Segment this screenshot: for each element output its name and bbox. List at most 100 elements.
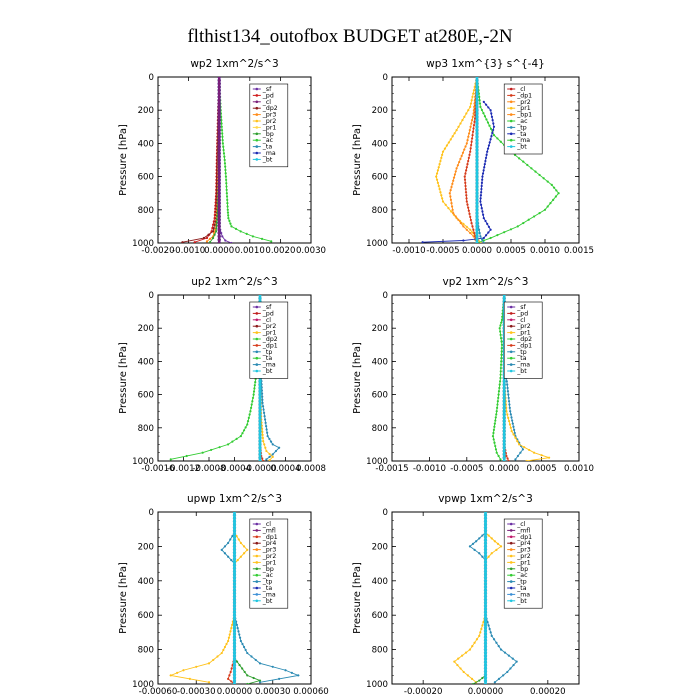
data-point (220, 119, 223, 122)
data-point (522, 221, 525, 225)
data-point (232, 541, 237, 545)
data-point (216, 655, 219, 658)
data-point (202, 236, 205, 240)
data-point (483, 591, 488, 595)
data-point (483, 597, 488, 602)
data-point (226, 211, 230, 214)
data-point (227, 639, 230, 643)
data-point (220, 122, 223, 125)
data-point (263, 415, 266, 418)
data-point (232, 610, 237, 614)
data-point (486, 222, 489, 226)
series-line-pr2 (449, 77, 478, 243)
data-point (534, 170, 537, 173)
data-point (461, 654, 464, 657)
data-point (225, 182, 228, 185)
data-point (508, 423, 512, 426)
data-point (232, 648, 237, 652)
data-point (483, 566, 488, 570)
data-point (265, 458, 268, 461)
data-point (243, 670, 246, 674)
data-point (438, 163, 441, 166)
data-point (448, 192, 451, 195)
x-tick-label: 0.0008 (296, 464, 326, 474)
panel-title: wp2 1xm^2/s^3 (190, 58, 278, 70)
data-point (250, 655, 253, 658)
data-point (475, 168, 479, 172)
legend-label: _pr2 (516, 99, 531, 106)
legend-marker (255, 318, 259, 322)
data-point (465, 225, 468, 228)
data-point (471, 95, 474, 99)
data-point (252, 676, 255, 680)
data-point (268, 437, 271, 440)
legend-marker (509, 331, 513, 334)
data-point (217, 105, 221, 109)
data-point (262, 411, 266, 414)
data-point (435, 178, 439, 181)
data-point (449, 198, 453, 201)
data-point (488, 141, 491, 144)
data-point (217, 141, 221, 145)
data-point (230, 559, 233, 562)
series-group (421, 77, 560, 243)
data-point (242, 552, 246, 555)
data-point (232, 597, 237, 602)
data-point (469, 231, 472, 235)
legend-label: _ta (516, 585, 527, 592)
data-point (514, 436, 517, 439)
data-point (502, 436, 506, 440)
data-point (483, 519, 488, 523)
data-point (502, 442, 506, 446)
legend-marker (255, 151, 259, 155)
data-point (495, 641, 498, 644)
data-point (217, 214, 221, 219)
data-point (221, 235, 224, 238)
data-point (454, 215, 457, 218)
data-point (475, 638, 479, 641)
data-point (487, 106, 490, 109)
legend-marker (255, 324, 259, 328)
data-point (450, 202, 453, 205)
x-tick-label: -0.00020 (404, 687, 443, 697)
legend-marker (509, 344, 513, 347)
data-point (475, 238, 479, 242)
data-point (261, 430, 264, 433)
data-point (254, 381, 257, 384)
data-point (258, 456, 262, 460)
data-point (467, 209, 470, 212)
x-tick-label: -0.0012 (167, 464, 200, 474)
data-point (239, 541, 242, 545)
data-point (522, 160, 525, 163)
data-point (232, 632, 237, 636)
data-point (232, 538, 237, 542)
data-point (467, 206, 470, 209)
data-point (468, 153, 471, 156)
data-point (502, 379, 506, 383)
data-point (483, 607, 488, 611)
legend-marker (255, 593, 259, 596)
legend-marker (509, 113, 513, 116)
data-point (499, 330, 502, 333)
data-point (258, 442, 262, 446)
data-point (225, 195, 229, 198)
x-tick-label: -0.0005 (426, 246, 459, 256)
data-point (268, 459, 271, 461)
legend-marker (509, 145, 513, 148)
legend-marker (255, 573, 259, 577)
data-point (516, 439, 519, 443)
data-point (493, 441, 496, 444)
data-point (527, 218, 530, 221)
data-point (482, 213, 485, 216)
data-point (483, 638, 488, 642)
data-point (530, 167, 533, 170)
data-point (439, 191, 442, 194)
data-point (227, 677, 230, 680)
data-point (475, 214, 479, 219)
series-line-pr1 (453, 512, 502, 683)
legend-label: _bp (262, 566, 274, 573)
data-point (467, 135, 470, 138)
data-point (188, 677, 191, 680)
data-point (232, 644, 237, 649)
data-point (505, 380, 508, 383)
